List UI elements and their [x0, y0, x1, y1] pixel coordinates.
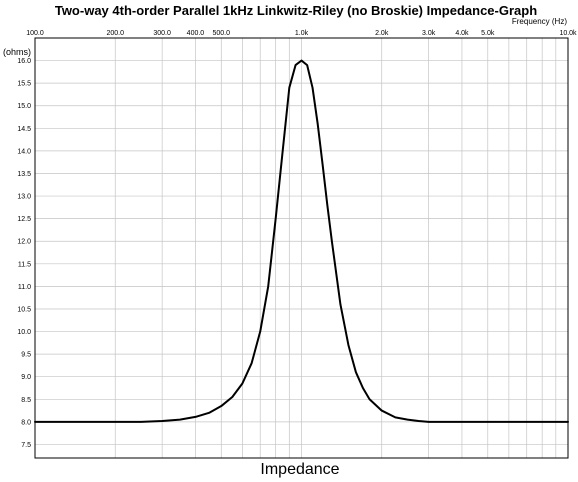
y-tick-label: 12.0	[17, 239, 31, 246]
x-tick-label: 300.0	[153, 30, 171, 37]
y-tick-labels: 16.0 15.5 15.0 14.5 14.0 13.5 13.0 12.5 12.0 11.5…	[17, 58, 31, 449]
y-tick-label: 15.5	[17, 81, 31, 88]
x-tick-label: 400.0	[187, 30, 205, 37]
x-tick-label: 500.0	[213, 30, 231, 37]
grid	[34, 38, 569, 458]
plot-frame	[34, 37, 569, 459]
y-tick-label: 11.5	[18, 261, 31, 268]
x-axis-label: Frequency (Hz)	[512, 17, 567, 26]
x-tick-label: 10.0k	[559, 30, 577, 37]
y-tick-label: 14.5	[17, 126, 31, 133]
x-tick-labels: 100.0 200.0 300.0 400.0 500.0 1.0k 2.0k 3.0k 4.0…	[26, 30, 577, 37]
x-tick-label: 3.0k	[422, 30, 436, 37]
x-tick-label: 2.0k	[375, 30, 389, 37]
y-tick-label: 9.5	[21, 352, 31, 359]
y-tick-label: 8.5	[21, 397, 31, 404]
y-tick-label: 10.5	[17, 306, 31, 313]
y-tick-label: 13.5	[17, 171, 31, 178]
y-tick-label: 11.0	[18, 284, 31, 291]
y-tick-label: 8.0	[21, 419, 31, 426]
y-tick-label: 12.5	[17, 216, 31, 223]
x-tick-label: 100.0	[26, 30, 44, 37]
x-tick-label: 5.0k	[481, 30, 495, 37]
legend-entry: Impedance	[260, 461, 339, 478]
y-tick-label: 10.0	[17, 329, 31, 336]
series-line-impedance	[34, 59, 569, 423]
x-tick-label: 4.0k	[455, 30, 469, 37]
y-tick-label: 7.5	[21, 442, 31, 449]
series-lines	[34, 59, 569, 423]
x-tick-label: 200.0	[106, 30, 124, 37]
y-axis-label: (ohms)	[3, 47, 31, 57]
y-tick-label: 15.0	[17, 103, 31, 110]
chart-title: Two-way 4th-order Parallel 1kHz Linkwitz…	[55, 3, 537, 18]
x-tick-label: 1.0k	[295, 30, 309, 37]
y-tick-label: 9.0	[21, 374, 31, 381]
y-tick-label: 16.0	[17, 58, 31, 65]
y-tick-label: 13.0	[17, 194, 31, 201]
y-tick-label: 14.0	[17, 148, 31, 155]
